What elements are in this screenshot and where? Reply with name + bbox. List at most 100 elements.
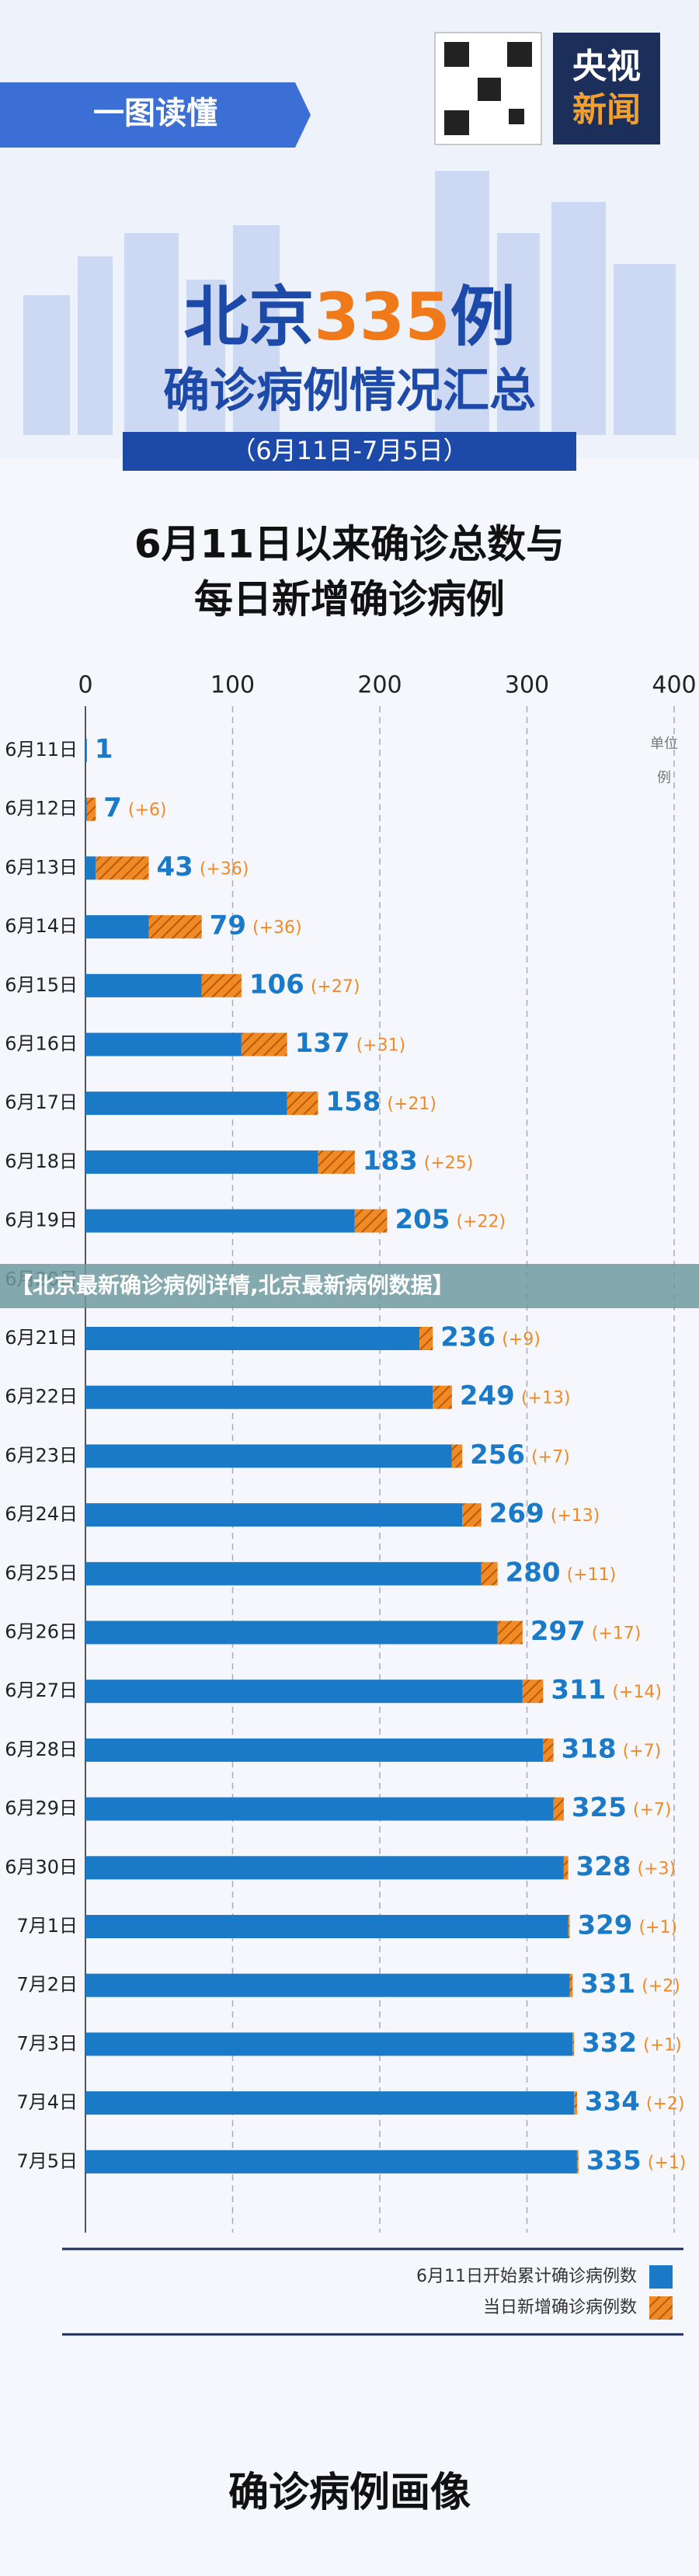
y-tick-label: 7月5日 [16,2150,78,2172]
bar-segment [85,1385,433,1409]
y-tick-label: 6月21日 [5,1327,78,1349]
title-part: 北京 [183,279,314,355]
bar-segment [85,1091,287,1116]
y-tick-label: 6月30日 [5,1856,78,1878]
legend-swatch [649,2265,673,2289]
bar-segment [572,2032,575,2056]
increment-label: (+31) [356,1036,406,1056]
title-part: 例 [450,279,516,355]
total-label: 249 [460,1380,515,1412]
total-label: 137 [295,1028,350,1059]
total-label: 311 [551,1675,606,1706]
increment-label: (+7) [633,1801,672,1820]
y-tick-label: 6月11日 [5,739,78,761]
increment-label: (+2) [642,1977,680,1996]
y-tick-label: 6月28日 [5,1739,78,1760]
increment-label: (+7) [623,1742,662,1761]
bar-segment [148,915,202,939]
bar-segment [569,1973,573,1997]
total-label: 334 [585,2087,640,2118]
bar-segment [354,1209,388,1233]
y-tick-label: 7月2日 [16,1974,78,1996]
total-label: 318 [562,1733,617,1764]
bar-segment [85,1620,498,1645]
bar-segment [85,2091,575,2115]
increment-label: (+36) [200,859,249,879]
y-tick-label: 6月27日 [5,1680,78,1701]
unit-label: 例 [657,770,671,786]
total-label: 236 [440,1322,496,1353]
y-tick-label: 6月15日 [5,974,78,996]
increment-label: (+27) [311,977,360,997]
bar-segment [86,797,96,821]
tag: 一图读懂 [93,96,217,131]
bar-segment [574,2091,577,2115]
bar-segment [85,2032,573,2056]
chart: 0 100 200 300 400 6月11日 1 6月12日 7 (+6) 6月13日 43 (+36… [5,672,697,2320]
overlay-text: 【北京最新确诊病例详情,北京最新病例数据】 [11,1272,454,1298]
qr-pattern [444,42,532,135]
y-tick-label: 6月23日 [5,1444,78,1466]
tag-ribbon [0,82,311,148]
skyline [23,171,676,435]
total-label: 183 [363,1145,418,1176]
total-label: 256 [470,1439,525,1471]
overlay-banner [0,1264,699,1308]
unit-label: 单位 [650,736,678,752]
x-tick-label: 0 [78,672,92,699]
total-label: 328 [576,1851,631,1882]
increment-label: (+14) [612,1683,662,1702]
y-tick-label: 6月22日 [5,1386,78,1408]
date-range: （6月11日-7月5日） [231,436,468,465]
total-label: 7 [103,792,122,823]
total-label: 269 [489,1499,544,1530]
bar-segment [85,1797,554,1821]
bar-segment [543,1738,554,1762]
total-label: 280 [506,1557,561,1588]
y-tick-label: 6月19日 [5,1210,78,1231]
bar-segment [419,1327,433,1350]
date-band [123,432,576,471]
bar-segment [433,1385,452,1409]
bar-segment [462,1503,482,1527]
increment-label: (+6) [128,801,167,820]
main-title: 北京335例 [183,279,515,355]
bar-segment [85,1150,318,1174]
total-label: 332 [582,2028,637,2059]
title-number: 335 [314,279,450,355]
bar-segment [85,1856,564,1880]
bar-segment [568,1915,570,1938]
increment-label: (+13) [551,1506,600,1526]
increment-label: (+3) [638,1859,676,1878]
total-label: 335 [586,2145,642,2176]
increment-label: (+21) [387,1095,436,1114]
y-tick-label: 6月24日 [5,1503,78,1525]
total-label: 325 [572,1792,627,1823]
y-tick-label: 6月16日 [5,1033,78,1055]
chart-title: 每日新增确诊病例 [194,577,505,622]
bar-segment [85,1444,452,1468]
bar-segment [85,1915,569,1938]
x-tick-label: 300 [505,672,549,699]
total-label: 79 [210,910,246,942]
total-label: 331 [580,1969,635,2000]
total-label: 43 [156,851,193,882]
increment-label: (+2) [646,2094,685,2114]
logo-text: 新闻 [572,90,641,130]
increment-label: (+1) [648,2153,687,2173]
bar-segment [96,856,149,880]
y-tick-label: 6月14日 [5,915,78,937]
bar-segment [85,739,87,762]
bar-segment [451,1444,463,1468]
y-tick-label: 6月12日 [5,798,78,820]
bar-segment [201,973,242,997]
bar-segment [241,1032,287,1057]
bar-segment [85,1680,523,1704]
y-tick-label: 6月13日 [5,856,78,878]
total-label: 158 [325,1087,381,1118]
y-tick-label: 6月26日 [5,1621,78,1643]
bar-segment [85,973,202,997]
bar-segment [85,915,149,939]
logo [553,33,660,144]
